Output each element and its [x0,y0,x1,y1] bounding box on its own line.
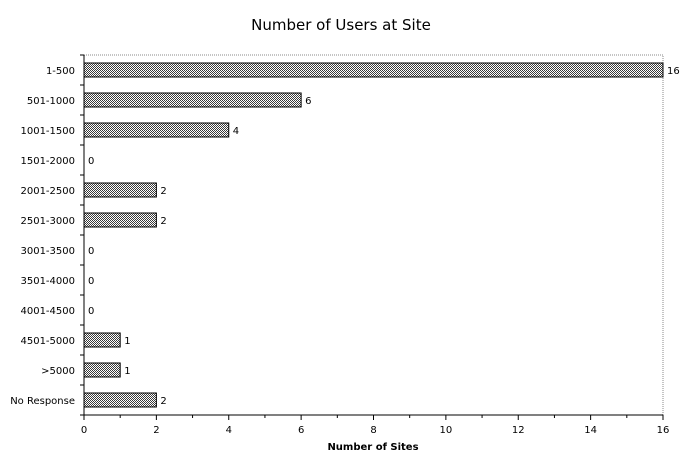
data-label: 2 [160,186,166,197]
category-label: 2501-3000 [20,216,75,227]
data-label: 6 [305,96,311,107]
data-label: 1 [124,366,130,377]
chart-title: Number of Users at Site [251,16,431,34]
category-label: No Response [10,396,75,407]
data-label: 1 [124,336,130,347]
data-label: 4 [233,126,239,137]
category-label: 2001-2500 [20,186,75,197]
bars [83,62,664,408]
x-axis-title: Number of Sites [327,442,418,453]
category-label: 3501-4000 [20,276,75,287]
data-label: 0 [88,156,94,167]
x-tick-label: 2 [153,425,159,436]
data-label: 2 [160,216,166,227]
x-tick-label: 14 [584,425,597,436]
category-label: 4501-5000 [20,336,75,347]
category-label: 4001-4500 [20,306,75,317]
category-label: 501-1000 [27,96,75,107]
category-label: >5000 [41,366,75,377]
x-tick-label: 6 [298,425,304,436]
bar [83,122,230,138]
category-label: 3001-3500 [20,246,75,257]
bar [83,182,157,198]
x-tick-label: 0 [81,425,87,436]
bar [83,212,157,228]
x-tick-label: 10 [440,425,453,436]
x-tick-label: 8 [370,425,376,436]
data-label: 16 [667,66,680,77]
category-ticks [80,54,84,416]
bar [83,332,121,348]
data-label: 0 [88,276,94,287]
data-label: 0 [88,306,94,317]
bar [83,362,121,378]
data-label: 2 [160,396,166,407]
data-label: 0 [88,246,94,257]
bar [83,62,664,78]
bar [83,392,157,408]
x-ticks: 0 2 4 6 8 10 12 14 16 [81,415,670,436]
category-labels: 1-500 501-1000 1001-1500 1501-2000 2001-2500… [10,66,75,407]
category-label: 1-500 [46,66,75,77]
data-labels: 16 6 4 0 2 2 0 0 0 1 1 2 [88,66,680,407]
category-label: 1001-1500 [20,126,75,137]
bar [83,92,302,108]
x-tick-label: 12 [512,425,525,436]
category-label: 1501-2000 [20,156,75,167]
plot-frame [83,54,664,416]
x-tick-label: 16 [657,425,670,436]
x-tick-label: 4 [226,425,232,436]
